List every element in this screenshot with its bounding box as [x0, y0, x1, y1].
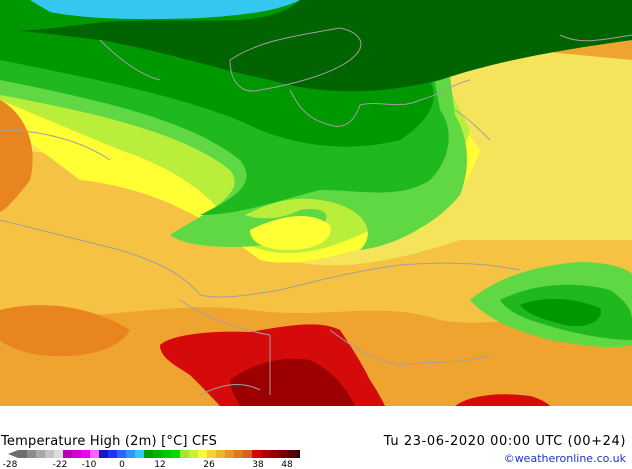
scale-swatch [261, 450, 270, 458]
southeast-red-patch [455, 394, 550, 406]
color-scale-swatches [8, 450, 300, 458]
site-credit[interactable]: ©weatheronline.co.uk [503, 452, 626, 465]
scale-swatch [171, 450, 180, 458]
scale-swatch [243, 450, 252, 458]
deep-green-zone [0, 0, 632, 92]
scale-swatch [45, 450, 54, 458]
scale-swatch [297, 450, 300, 458]
scale-swatch [252, 450, 261, 458]
scale-swatch [216, 450, 225, 458]
scale-swatch [288, 450, 297, 458]
scale-swatch [225, 450, 234, 458]
scale-swatch [234, 450, 243, 458]
scale-tick-label: 48 [281, 460, 293, 469]
scale-swatch [270, 450, 279, 458]
scale-swatch [54, 450, 63, 458]
scale-swatch [144, 450, 153, 458]
scale-swatch [180, 450, 189, 458]
scale-swatch [63, 450, 72, 458]
scale-swatch [18, 450, 27, 458]
weather-map [0, 0, 632, 406]
scale-tick-label: 12 [154, 460, 165, 469]
scale-swatch [279, 450, 288, 458]
west-dark-orange [0, 305, 130, 357]
scale-swatch [162, 450, 171, 458]
scale-swatch [72, 450, 81, 458]
scale-arrow-left [8, 450, 18, 458]
scale-tick-label: -22 [53, 460, 68, 469]
scale-swatch [198, 450, 207, 458]
scale-swatch [99, 450, 108, 458]
northwest-dark-orange [0, 100, 33, 212]
scale-tick-label: -28 [3, 460, 18, 469]
dark-red-core [230, 358, 355, 406]
country-borders [0, 27, 632, 396]
scale-swatch [117, 450, 126, 458]
legend-bar [0, 406, 632, 469]
scale-tick-label: 38 [252, 460, 264, 469]
scale-tick-label: 26 [203, 460, 215, 469]
yellow-lobe [250, 215, 331, 250]
color-scale: -28 -22 -10 0 12 26 38 48 [3, 450, 300, 469]
scale-swatch [36, 450, 45, 458]
temperature-field [0, 0, 632, 406]
scale-tick-label: -10 [82, 460, 97, 469]
scale-swatch [207, 450, 216, 458]
east-dark-green-core [520, 298, 601, 327]
color-scale-labels: -28 -22 -10 0 12 26 38 48 [3, 460, 293, 469]
scale-swatch [90, 450, 99, 458]
scale-swatch [135, 450, 144, 458]
teal-cold-zone [30, 0, 300, 20]
scale-swatch [189, 450, 198, 458]
valid-time: Tu 23-06-2020 00:00 UTC (00+24) [383, 434, 626, 449]
scale-swatch [108, 450, 117, 458]
scale-tick-label: 0 [119, 460, 125, 469]
scale-swatch [153, 450, 162, 458]
scale-swatch [81, 450, 90, 458]
scale-swatch [27, 450, 36, 458]
scale-swatch [126, 450, 135, 458]
map-title: Temperature High (2m) [°C] CFS [1, 434, 218, 449]
